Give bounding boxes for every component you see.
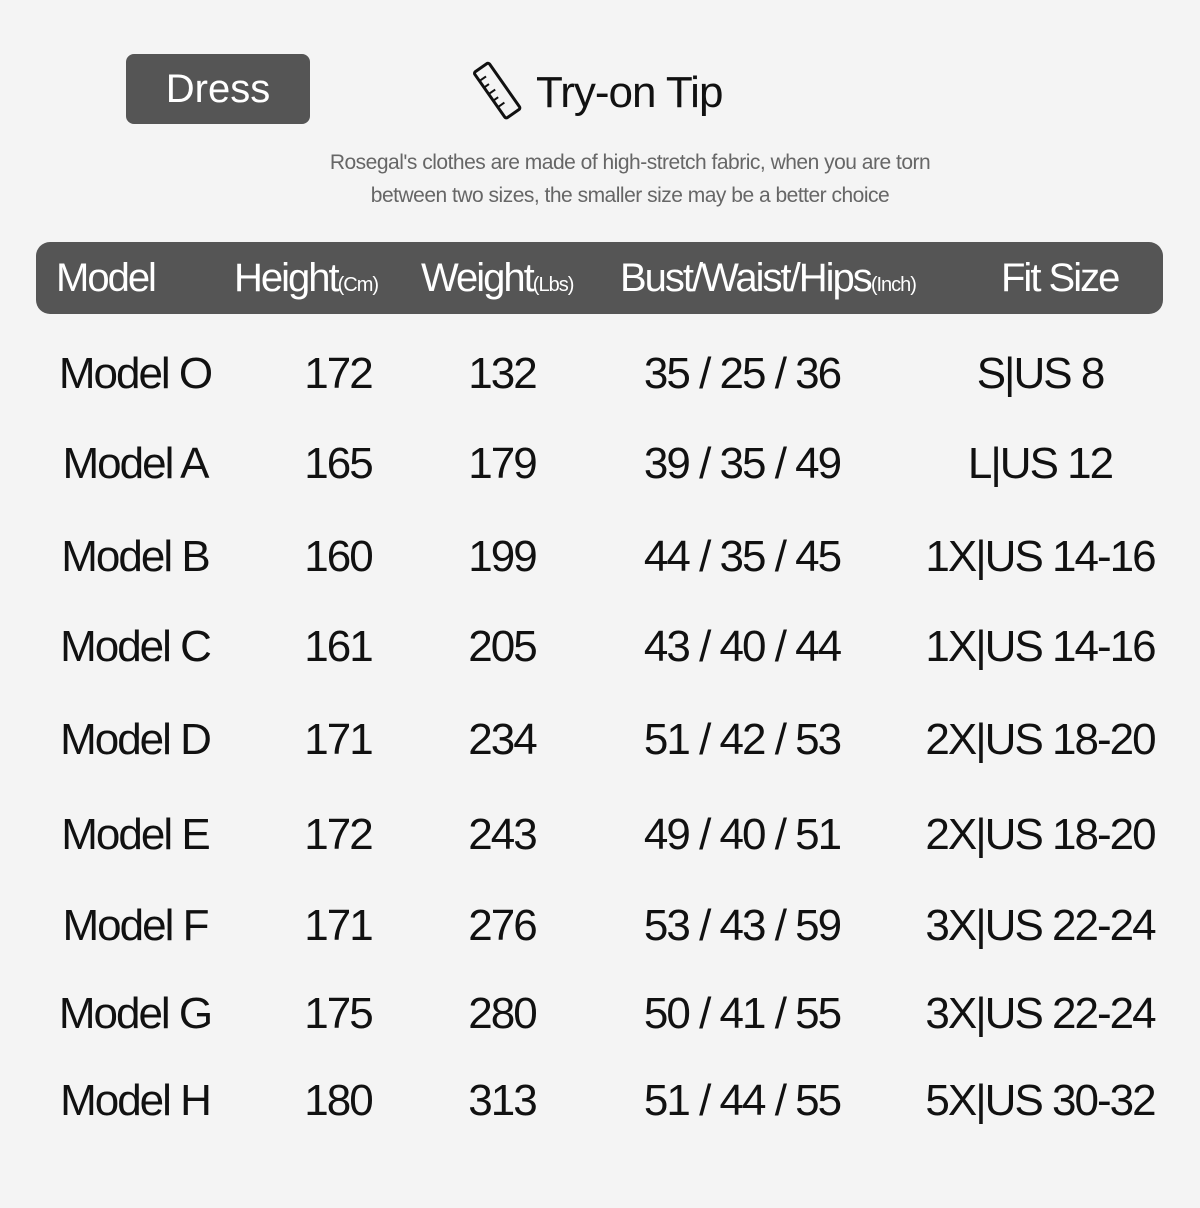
ruler-icon [470, 58, 526, 127]
cell-bwh: 51 / 44 / 55 [643, 1076, 842, 1125]
cell-model: Model O [58, 349, 213, 398]
cell-fit: 2X|US 18-20 [925, 715, 1156, 764]
header-bwh-unit: (Inch) [870, 273, 917, 296]
header-weight: Weight (Lbs) [421, 255, 575, 300]
table-row: Model C 161 205 43 / 40 / 44 1X|US 14-16 [0, 617, 1200, 677]
cell-fit: L|US 12 [967, 439, 1114, 488]
cell-fit: 5X|US 30-32 [925, 1076, 1156, 1125]
cell-model: Model F [62, 901, 210, 950]
header-weight-unit: (Lbs) [532, 273, 575, 296]
cell-model: Model C [60, 622, 212, 671]
cell-weight: 179 [468, 439, 537, 488]
cell-height: 172 [304, 810, 373, 859]
header-bwh: Bust/Waist/Hips (Inch) [620, 255, 917, 300]
cell-model: Model E [61, 810, 210, 859]
cell-fit: S|US 8 [976, 349, 1106, 398]
cell-height: 172 [304, 349, 373, 398]
cell-bwh: 44 / 35 / 45 [643, 532, 842, 581]
cell-model: Model B [61, 532, 210, 581]
cell-model: Model A [62, 439, 210, 488]
cell-height: 161 [304, 622, 373, 671]
category-label: Dress [165, 66, 271, 111]
cell-fit: 1X|US 14-16 [925, 532, 1156, 581]
cell-fit: 1X|US 14-16 [925, 622, 1156, 671]
header-height-unit: (Cm) [337, 273, 379, 296]
cell-height: 165 [304, 439, 373, 488]
header-model: Model [56, 255, 157, 300]
header-height: Height (Cm) [234, 255, 379, 300]
cell-weight: 234 [468, 715, 537, 764]
cell-height: 171 [304, 715, 373, 764]
cell-bwh: 35 / 25 / 36 [643, 349, 842, 398]
table-row: Model F 171 276 53 / 43 / 59 3X|US 22-24 [0, 896, 1200, 956]
cell-model: Model G [58, 989, 213, 1038]
try-on-tip: Try-on Tip [470, 58, 723, 127]
cell-fit: 3X|US 22-24 [925, 901, 1156, 950]
table-row: Model H 180 313 51 / 44 / 55 5X|US 30-32 [0, 1071, 1200, 1131]
tip-note-line1: Rosegal's clothes are made of high-stret… [329, 151, 931, 174]
cell-weight: 243 [468, 810, 537, 859]
cell-height: 180 [304, 1076, 373, 1125]
table-row: Model G 175 280 50 / 41 / 55 3X|US 22-24 [0, 984, 1200, 1044]
cell-bwh: 39 / 35 / 49 [643, 439, 842, 488]
cell-model: Model D [60, 715, 212, 764]
header-fit: Fit Size [1001, 255, 1120, 300]
cell-weight: 132 [468, 349, 537, 398]
table-row: Model B 160 199 44 / 35 / 45 1X|US 14-16 [0, 527, 1200, 587]
table-row: Model D 171 234 51 / 42 / 53 2X|US 18-20 [0, 710, 1200, 770]
cell-bwh: 49 / 40 / 51 [643, 810, 842, 859]
cell-weight: 313 [468, 1076, 537, 1125]
cell-model: Model H [60, 1076, 212, 1125]
cell-bwh: 53 / 43 / 59 [643, 901, 842, 950]
table-header: Model Height (Cm) Weight (Lbs) Bust/Waist/… [36, 242, 1163, 314]
cell-weight: 205 [468, 622, 537, 671]
tip-note-line2: between two sizes, the smaller size may … [370, 184, 890, 207]
cell-fit: 3X|US 22-24 [925, 989, 1156, 1038]
category-badge: Dress [126, 54, 310, 124]
tip-title: Try-on Tip [536, 67, 723, 117]
cell-fit: 2X|US 18-20 [925, 810, 1156, 859]
cell-weight: 280 [468, 989, 537, 1038]
cell-height: 171 [304, 901, 373, 950]
cell-bwh: 51 / 42 / 53 [643, 715, 842, 764]
cell-bwh: 43 / 40 / 44 [643, 622, 842, 671]
cell-height: 175 [304, 989, 373, 1038]
table-row: Model A 165 179 39 / 35 / 49 L|US 12 [0, 434, 1200, 494]
cell-weight: 276 [468, 901, 537, 950]
tip-note: Rosegal's clothes are made of high-stret… [0, 146, 1200, 212]
cell-bwh: 50 / 41 / 55 [643, 989, 842, 1038]
cell-height: 160 [304, 532, 373, 581]
table-row: Model E 172 243 49 / 40 / 51 2X|US 18-20 [0, 805, 1200, 865]
table-row: Model O 172 132 35 / 25 / 36 S|US 8 [0, 344, 1200, 404]
cell-weight: 199 [468, 532, 537, 581]
